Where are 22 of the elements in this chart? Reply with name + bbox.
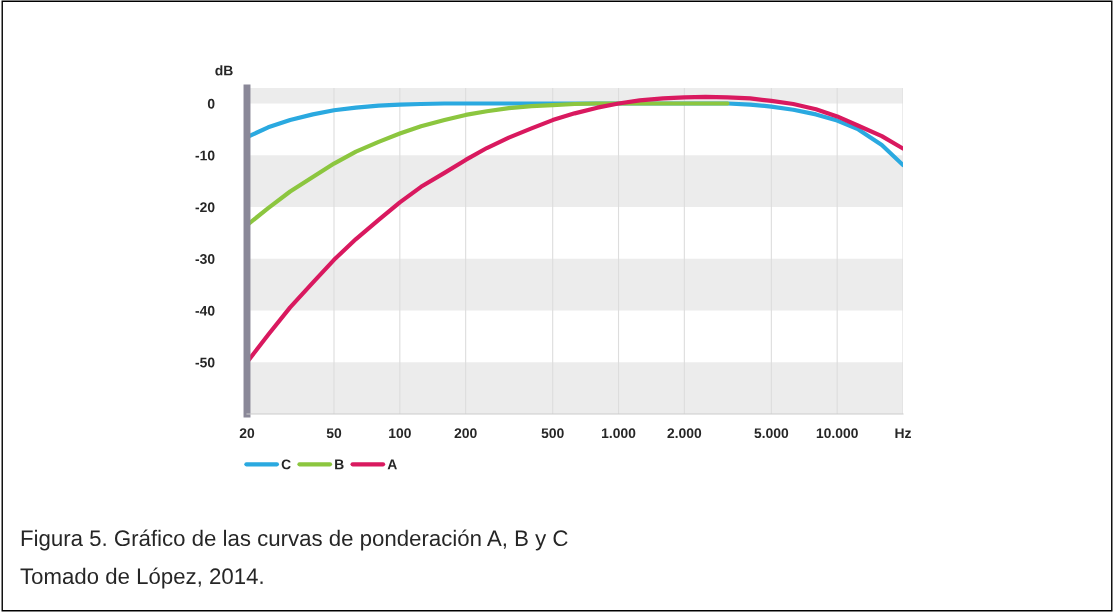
x-tick-label: 500: [541, 428, 564, 439]
text: Tomado de López, 2014.: [20, 567, 263, 589]
legend-label: C: [281, 459, 291, 470]
y-tick-label: -50: [195, 357, 215, 368]
x-tick-label: 20: [239, 428, 255, 439]
y-tick-label: -40: [195, 305, 215, 316]
y-tick-label: -20: [195, 202, 215, 213]
x-tick-label: 2.000: [667, 428, 702, 439]
x-tick-label: 100: [389, 428, 411, 439]
y-tick-label: -10: [195, 150, 215, 161]
x-tick-label: 10.000: [816, 428, 858, 439]
x-tick-label: 1.000: [602, 428, 636, 439]
x-tick-label: 200: [454, 428, 477, 439]
x-tick-label: 5.000: [754, 428, 789, 439]
legend-label: A: [387, 459, 397, 470]
x-tick-label: Hz: [895, 428, 911, 438]
y-axis-title: dB: [215, 65, 233, 76]
x-tick-label: 50: [326, 428, 342, 439]
y-tick-label: -30: [195, 254, 215, 264]
legend-label: B: [335, 459, 344, 470]
text: Figura 5. Gráfico de las curvas de ponderación A, B y C: [21, 529, 568, 551]
y-tick-label: 0: [207, 98, 215, 109]
